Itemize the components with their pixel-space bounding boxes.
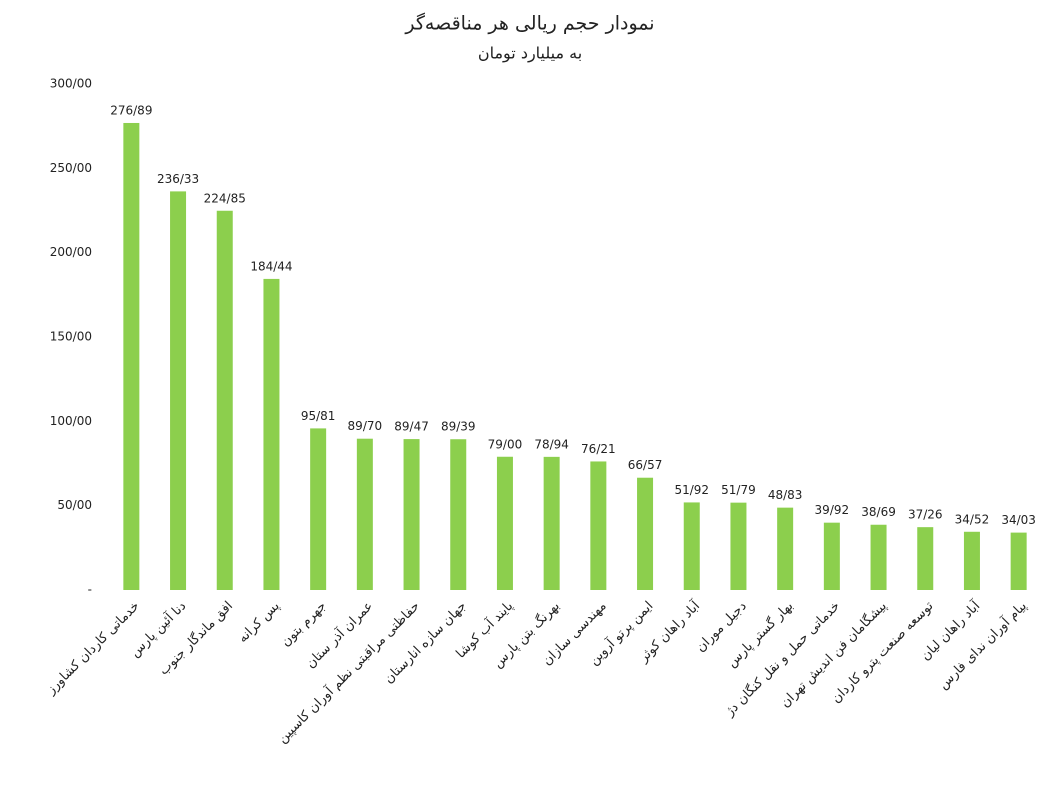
- value-label: 51/79: [721, 483, 756, 497]
- value-label: 224/85: [204, 191, 246, 205]
- bar: [403, 439, 420, 590]
- y-tick-label: 150/00: [50, 330, 92, 344]
- bar: [870, 524, 887, 590]
- bar: [1010, 532, 1027, 590]
- value-label: 34/03: [1001, 513, 1036, 527]
- value-label: 37/26: [908, 508, 943, 522]
- bar: [963, 531, 980, 590]
- bar: [823, 522, 840, 590]
- y-tick-label: 50/00: [57, 498, 92, 512]
- value-label: 78/94: [534, 437, 569, 451]
- y-tick-label: 200/00: [50, 245, 92, 259]
- bar: [777, 507, 794, 590]
- bar: [496, 456, 513, 590]
- value-label: 276/89: [110, 103, 152, 117]
- bar: [216, 210, 233, 591]
- bar: [637, 477, 654, 590]
- x-tick-label: جهان سازه انارستان: [381, 599, 469, 687]
- value-label: 48/83: [768, 488, 803, 502]
- bar: [123, 122, 140, 590]
- x-tick-label: پس کرانه: [235, 598, 283, 646]
- value-label: 236/33: [157, 172, 199, 186]
- value-label: 39/92: [815, 503, 850, 517]
- value-label: 89/39: [441, 420, 476, 434]
- chart-title: نمودار حجم ریالی هر مناقصه‌گر: [404, 12, 654, 35]
- value-label: 66/57: [628, 458, 663, 472]
- bar: [356, 438, 373, 590]
- bar: [310, 428, 327, 590]
- value-label: 89/70: [348, 419, 383, 433]
- value-label: 34/52: [955, 512, 990, 526]
- y-tick-label: 300/00: [50, 77, 92, 91]
- chart-subtitle: به میلیارد تومان: [478, 44, 582, 64]
- value-label: 79/00: [488, 437, 523, 451]
- value-label: 76/21: [581, 442, 616, 456]
- bar: [170, 191, 187, 590]
- value-label: 184/44: [250, 259, 292, 273]
- value-label: 38/69: [861, 505, 896, 519]
- bar: [683, 502, 700, 590]
- bar: [450, 439, 467, 590]
- value-label: 89/47: [394, 420, 429, 434]
- x-tick-label: پیام آوران ندای فارس: [935, 597, 1031, 693]
- y-tick-label: -: [88, 583, 92, 597]
- bar: [263, 278, 280, 590]
- bar: [590, 461, 607, 590]
- bar: [730, 502, 747, 590]
- value-label: 95/81: [301, 409, 336, 423]
- y-tick-label: 250/00: [50, 161, 92, 175]
- bar: [543, 456, 560, 590]
- value-label: 51/92: [674, 483, 709, 497]
- bar: [917, 527, 934, 590]
- y-tick-label: 100/00: [50, 414, 92, 428]
